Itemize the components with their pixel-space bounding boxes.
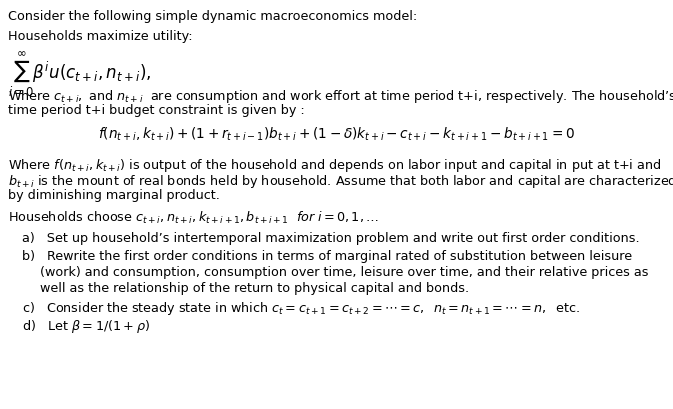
Text: (work) and consumption, consumption over time, leisure over time, and their rela: (work) and consumption, consumption over…: [40, 265, 649, 278]
Text: $b_{t+i}$ is the mount of real bonds held by household. Assume that both labor a: $b_{t+i}$ is the mount of real bonds hel…: [8, 173, 673, 189]
Text: Households choose $c_{t+i}, n_{t+i}, k_{t+i+1}, b_{t+i+1}$  $\mathit{for}\; i = : Households choose $c_{t+i}, n_{t+i}, k_{…: [8, 209, 379, 225]
Text: well as the relationship of the return to physical capital and bonds.: well as the relationship of the return t…: [40, 281, 469, 294]
Text: by diminishing marginal product.: by diminishing marginal product.: [8, 189, 220, 202]
Text: Where $f(n_{t+i}, k_{t+i})$ is output of the household and depends on labor inpu: Where $f(n_{t+i}, k_{t+i})$ is output of…: [8, 157, 662, 173]
Text: a)   Set up household’s intertemporal maximization problem and write out first o: a) Set up household’s intertemporal maxi…: [22, 231, 639, 245]
Text: b)   Rewrite the first order conditions in terms of marginal rated of substituti: b) Rewrite the first order conditions in…: [22, 249, 632, 262]
Text: $\sum_{i=0}^{\infty}\beta^i u(c_{t+i}, n_{t+i}),$: $\sum_{i=0}^{\infty}\beta^i u(c_{t+i}, n…: [8, 50, 151, 99]
Text: Households maximize utility:: Households maximize utility:: [8, 30, 192, 43]
Text: time period t+i budget constraint is given by :: time period t+i budget constraint is giv…: [8, 104, 305, 117]
Text: c)   Consider the steady state in which $c_t = c_{t+1} = c_{t+2} = \cdots = c,\;: c) Consider the steady state in which $c…: [22, 299, 580, 316]
Text: Where $c_{t+i},$ and $n_{t+i}$  are consumption and work effort at time period t: Where $c_{t+i},$ and $n_{t+i}$ are consu…: [8, 88, 673, 105]
Text: Consider the following simple dynamic macroeconomics model:: Consider the following simple dynamic ma…: [8, 10, 417, 23]
Text: d)   Let $\beta = 1/(1+\rho)$: d) Let $\beta = 1/(1+\rho)$: [22, 317, 150, 334]
Text: $f(n_{t+i}, k_{t+i}) + (1 + r_{t+i-1})b_{t+i} + (1-\delta)k_{t+i} - c_{t+i} - k_: $f(n_{t+i}, k_{t+i}) + (1 + r_{t+i-1})b_…: [98, 126, 575, 143]
